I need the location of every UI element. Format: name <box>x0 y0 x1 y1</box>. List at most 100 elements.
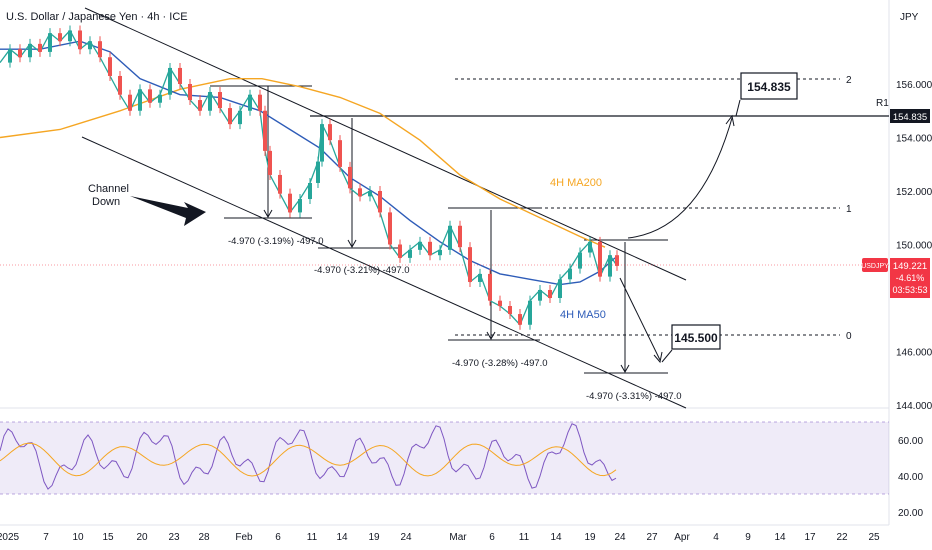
time-tick-6: 28 <box>198 532 210 543</box>
candle-body-53 <box>508 306 512 315</box>
candle-body-24 <box>238 110 242 125</box>
series-layer <box>0 25 619 330</box>
rsi-band <box>0 422 889 494</box>
candle-body-50 <box>478 273 482 282</box>
time-tick-25: 22 <box>836 532 848 543</box>
candle-body-15 <box>148 89 152 103</box>
candle-body-47 <box>448 225 452 250</box>
candle-body-30 <box>288 193 292 213</box>
candle-body-33 <box>316 161 320 183</box>
candle-body-37 <box>348 166 352 189</box>
time-tick-7: Feb <box>235 532 253 543</box>
time-tick-15: 11 <box>519 532 530 543</box>
rsi-line <box>0 423 617 490</box>
target-down-label: 145.500 <box>674 331 718 345</box>
candle-body-14 <box>138 89 142 111</box>
candle-body-45 <box>428 241 432 256</box>
channel-upper-line <box>84 7 687 281</box>
r1-label: R1 <box>876 98 889 109</box>
time-tick-2: 10 <box>72 532 84 543</box>
candle-body-23 <box>228 108 232 125</box>
ma50-label: 4H MA50 <box>560 309 606 321</box>
countdown-text: 03:53:53 <box>892 285 927 295</box>
change-text: -4.61% <box>896 273 925 283</box>
symbol-tag-text: USDJPY <box>861 263 889 270</box>
drop-2-label: -4.970 (-3.21%) -497.0 <box>314 265 410 276</box>
candle-body-18 <box>178 67 182 84</box>
candle-body-59 <box>568 268 572 280</box>
candle-body-29 <box>278 174 282 194</box>
price-axis: 156.000 154.000 152.000 150.000 146.000 144.0… <box>896 80 932 412</box>
candle-body-10 <box>98 41 102 58</box>
candle-body-41 <box>388 212 392 245</box>
candle-body-4 <box>38 43 42 52</box>
time-tick-24: 17 <box>804 532 816 543</box>
candle-body-60 <box>578 252 582 269</box>
candle-body-12 <box>118 75 122 95</box>
candle-body-54 <box>518 314 522 325</box>
rsi-tick-1: 40.00 <box>898 472 923 483</box>
channel-arrow-icon <box>130 196 206 226</box>
candle-body-38 <box>358 188 362 197</box>
price-tick-0: 156.000 <box>896 80 932 91</box>
candle-body-49 <box>468 247 472 282</box>
fib-1-label: 1 <box>846 204 852 215</box>
candle-body-6 <box>58 33 62 42</box>
target-up-label: 154.835 <box>747 80 791 94</box>
drop-1-label: -4.970 (-3.19%) -497.0 <box>228 236 324 247</box>
projection-down-arrowhead <box>653 351 663 364</box>
time-tick-3: 15 <box>102 532 114 543</box>
time-tick-20: Apr <box>674 532 690 543</box>
time-tick-8: 6 <box>275 532 281 543</box>
symbol-title: U.S. Dollar / Japanese Yen · 4h · ICE <box>6 11 188 23</box>
candle-body-62 <box>598 241 602 277</box>
candle-body-25 <box>248 94 252 111</box>
time-tick-12: 24 <box>400 532 412 543</box>
candle-body-19 <box>188 84 192 101</box>
projection-down-line <box>619 277 661 361</box>
candle-body-52 <box>498 300 502 307</box>
candle-body-5 <box>48 33 52 52</box>
target-down-callout: 145.500 <box>661 324 721 363</box>
candle-body-51 <box>488 273 492 301</box>
last-price-text: 149.221 <box>893 261 927 272</box>
candle-body-44 <box>418 241 422 250</box>
channel-label-line-2: Down <box>92 196 120 208</box>
time-tick-11: 19 <box>368 532 380 543</box>
candle-body-2 <box>18 49 22 58</box>
price-tick-4: 146.000 <box>896 348 932 359</box>
price-tick-5: 144.000 <box>896 401 932 412</box>
measure-4 <box>584 239 668 374</box>
rsi-tick-2: 20.00 <box>898 508 923 519</box>
r1-price-tag: 154.835 <box>890 109 930 123</box>
candle-body-27 <box>263 110 267 151</box>
time-axis: 2025 7 10 15 20 23 28 Feb 6 11 14 19 24 Mar 6 11 14 19 24 2… <box>0 532 880 543</box>
candle-body-11 <box>108 57 112 76</box>
candle-body-58 <box>558 279 562 298</box>
candle-body-46 <box>438 249 442 256</box>
candle-body-22 <box>218 92 222 109</box>
time-tick-10: 14 <box>336 532 348 543</box>
candle-body-36 <box>338 140 342 167</box>
candle-body-39 <box>368 191 372 197</box>
candle-body-48 <box>458 225 462 248</box>
rsi-layer <box>0 423 617 490</box>
candle-body-3 <box>28 43 32 58</box>
candle-body-1 <box>8 49 12 63</box>
time-tick-19: 27 <box>646 532 658 543</box>
currency-label: JPY <box>900 12 919 23</box>
candle-body-26 <box>258 94 262 111</box>
time-tick-5: 23 <box>168 532 180 543</box>
candle-body-13 <box>128 94 132 111</box>
time-tick-9: 11 <box>307 532 318 543</box>
price-tick-1: 154.000 <box>896 134 932 145</box>
price-tick-3: 150.000 <box>896 241 932 252</box>
time-tick-26: 25 <box>868 532 880 543</box>
candle-body-57 <box>548 289 552 298</box>
last-price-tag: USDJPY 149.221 -4.61% 03:53:53 <box>861 258 930 298</box>
candle-body-21 <box>208 92 212 111</box>
channel-lower-line <box>81 136 687 409</box>
candle-body-63 <box>608 255 612 277</box>
rsi-tick-0: 60.00 <box>898 436 923 447</box>
